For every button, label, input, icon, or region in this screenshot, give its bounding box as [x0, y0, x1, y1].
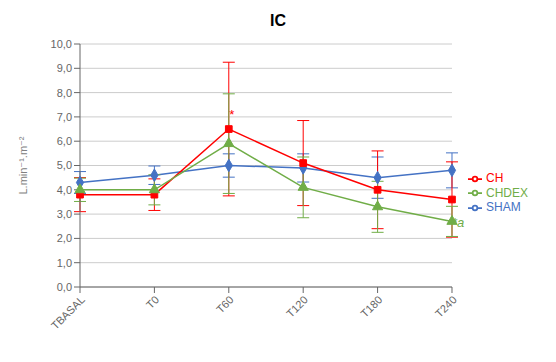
html-text:SHAM: SHAM: [486, 200, 521, 215]
svg-text:2,0: 2,0: [57, 232, 72, 244]
svg-text:5,0: 5,0: [57, 159, 72, 171]
svg-text:6,0: 6,0: [57, 135, 72, 147]
html-text:CHDEX: CHDEX: [486, 185, 528, 200]
svg-text:L.min⁻¹.m⁻²: L.min⁻¹.m⁻²: [17, 136, 29, 194]
svg-text:TBASAL: TBASAL: [49, 293, 87, 331]
svg-text:*a: *a: [452, 215, 465, 231]
svg-text:9,0: 9,0: [57, 62, 72, 74]
html-text:IC: IC: [270, 12, 286, 29]
svg-text:T240: T240: [433, 293, 459, 319]
svg-text:T60: T60: [214, 293, 236, 315]
svg-text:8,0: 8,0: [57, 87, 72, 99]
svg-text:T0: T0: [144, 293, 162, 311]
svg-text:4,0: 4,0: [57, 184, 72, 196]
svg-text:7,0: 7,0: [57, 111, 72, 123]
svg-text:0,0: 0,0: [57, 281, 72, 293]
html-text:CH: CH: [486, 170, 504, 185]
svg-text:*: *: [229, 107, 235, 122]
svg-text:3,0: 3,0: [57, 208, 72, 220]
svg-text:T120: T120: [284, 293, 310, 319]
svg-text:1,0: 1,0: [57, 257, 72, 269]
svg-text:10,0: 10,0: [51, 38, 72, 50]
svg-text:T180: T180: [358, 293, 384, 319]
